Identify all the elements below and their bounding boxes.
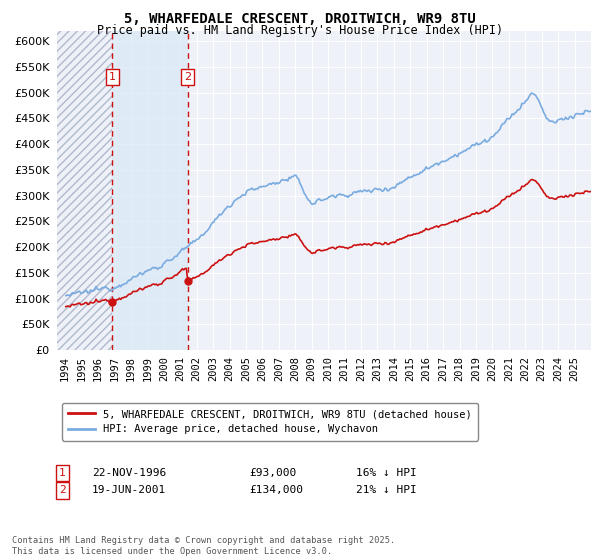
Legend: 5, WHARFEDALE CRESCENT, DROITWICH, WR9 8TU (detached house), HPI: Average price,: 5, WHARFEDALE CRESCENT, DROITWICH, WR9 8… xyxy=(62,403,478,441)
Text: 19-JUN-2001: 19-JUN-2001 xyxy=(92,486,166,496)
Text: 2: 2 xyxy=(184,72,191,82)
Text: £93,000: £93,000 xyxy=(249,468,296,478)
Text: 21% ↓ HPI: 21% ↓ HPI xyxy=(356,486,417,496)
Text: Price paid vs. HM Land Registry's House Price Index (HPI): Price paid vs. HM Land Registry's House … xyxy=(97,24,503,36)
Bar xyxy=(57,31,112,350)
Text: 22-NOV-1996: 22-NOV-1996 xyxy=(92,468,166,478)
Text: 2: 2 xyxy=(59,486,66,496)
Text: 5, WHARFEDALE CRESCENT, DROITWICH, WR9 8TU: 5, WHARFEDALE CRESCENT, DROITWICH, WR9 8… xyxy=(124,12,476,26)
Text: Contains HM Land Registry data © Crown copyright and database right 2025.
This d: Contains HM Land Registry data © Crown c… xyxy=(12,536,395,556)
Text: 1: 1 xyxy=(109,72,116,82)
Text: 16% ↓ HPI: 16% ↓ HPI xyxy=(356,468,417,478)
Text: 1: 1 xyxy=(59,468,66,478)
Bar xyxy=(112,31,188,350)
Text: £134,000: £134,000 xyxy=(249,486,303,496)
